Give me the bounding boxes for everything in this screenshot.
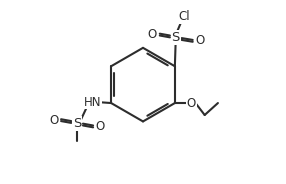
Text: S: S <box>73 117 81 130</box>
Text: O: O <box>148 28 157 41</box>
Text: HN: HN <box>84 96 102 109</box>
Text: O: O <box>96 120 105 133</box>
Text: O: O <box>187 97 196 109</box>
Text: S: S <box>172 31 180 44</box>
Text: O: O <box>195 34 205 47</box>
Text: O: O <box>49 114 58 127</box>
Text: Cl: Cl <box>179 10 190 23</box>
